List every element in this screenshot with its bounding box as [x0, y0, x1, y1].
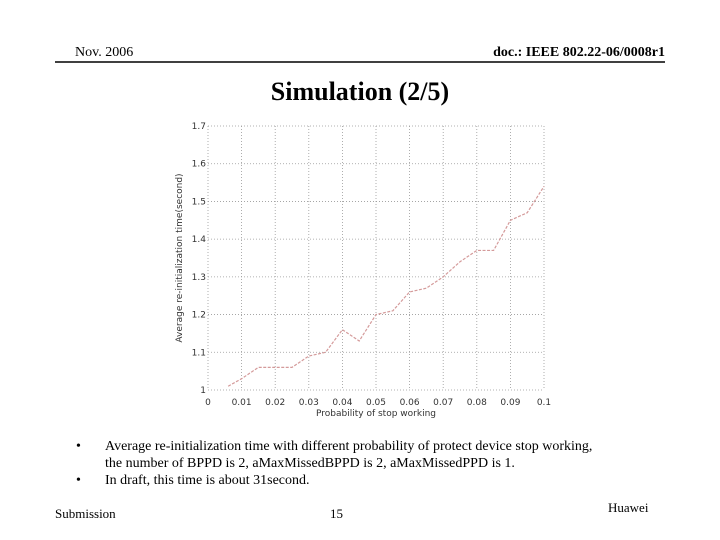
y-tick-label: 1.6 — [192, 160, 207, 170]
x-tick-label: 0.09 — [500, 398, 520, 408]
bullet-dot: • — [76, 439, 81, 454]
x-tick-label: 0.05 — [366, 398, 386, 408]
x-tick-label: 0.06 — [400, 398, 420, 408]
y-tick-label: 1.7 — [192, 122, 206, 132]
y-tick-label: 1.4 — [192, 235, 207, 245]
y-axis-label: Average re-initialization time(second) — [175, 173, 185, 342]
y-tick-label: 1 — [200, 386, 206, 396]
chart: 1 1.1 1.2 1.3 1.4 1.5 1.6 1.7 0 0.01 0.02 0.03 0.04 0… — [175, 122, 551, 419]
y-tick-label: 1.3 — [192, 273, 206, 283]
y-tick-label: 1.1 — [192, 348, 206, 358]
x-tick-label: 0.01 — [232, 398, 252, 408]
x-tick-label: 0.04 — [332, 398, 352, 408]
footer-right: Huawei — [608, 500, 649, 515]
x-tick-label: 0 — [205, 398, 211, 408]
header-doc: doc.: IEEE 802.22-06/0008r1 — [493, 45, 665, 60]
x-tick-label: 0.08 — [467, 398, 487, 408]
y-tick-label: 1.5 — [192, 197, 206, 207]
y-tick-label: 1.2 — [192, 311, 206, 321]
footer-left: Submission — [55, 506, 116, 521]
bullet: Average re-initialization time with diff… — [105, 439, 592, 471]
data-line — [227, 186, 545, 387]
x-tick-label: 0.07 — [433, 398, 453, 408]
slide-title: Simulation (2/5) — [271, 77, 449, 106]
bullet-dot: • — [76, 473, 81, 488]
footer-page: 15 — [330, 506, 343, 521]
x-axis-label: Probability of stop working — [316, 409, 436, 419]
header-date: Nov. 2006 — [75, 45, 133, 60]
bullet: In draft, this time is about 31second. — [105, 473, 310, 488]
x-tick-label: 0.1 — [537, 398, 551, 408]
x-tick-label: 0.02 — [265, 398, 285, 408]
x-tick-label: 0.03 — [299, 398, 319, 408]
